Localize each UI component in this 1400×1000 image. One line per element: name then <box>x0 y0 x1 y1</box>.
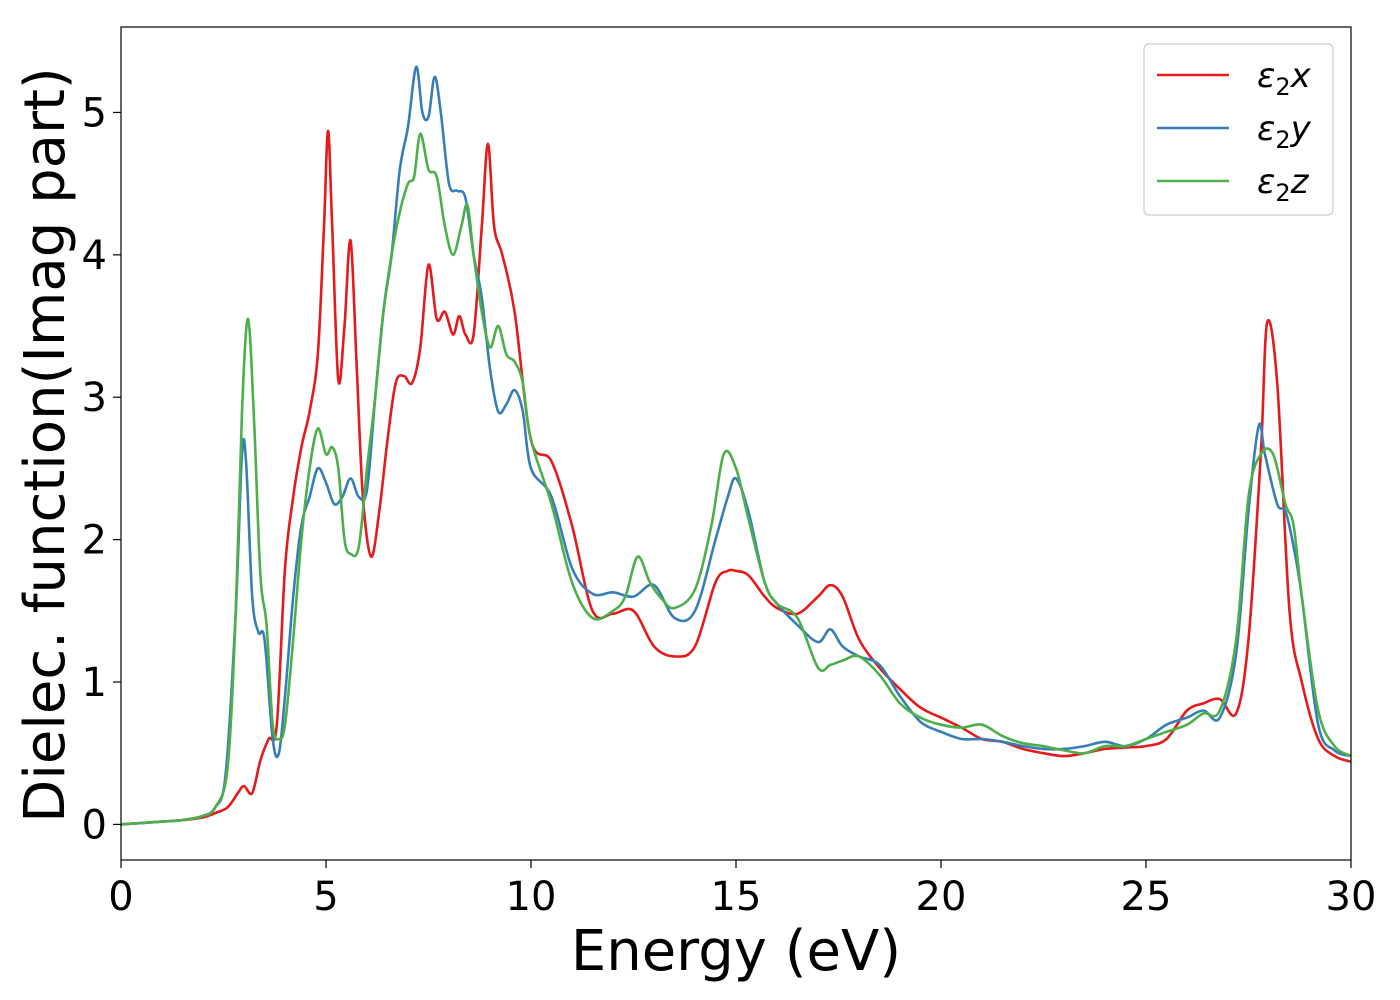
y-axis: 0 1 2 3 4 5 <box>82 90 121 848</box>
legend-box <box>1143 43 1334 216</box>
x-tick-label: 15 <box>711 874 762 920</box>
x-axis: 0 5 10 15 20 25 30 <box>108 860 1376 920</box>
x-tick-label: 30 <box>1326 874 1377 920</box>
y-axis-label: Dielec. function(Imag part) <box>13 67 78 823</box>
x-tick-label: 5 <box>313 874 338 920</box>
legend-label-z: ε2z <box>1257 162 1310 207</box>
y-tick-label: 2 <box>82 518 107 564</box>
y-tick-label: 5 <box>82 90 107 136</box>
x-tick-label: 10 <box>506 874 557 920</box>
series-line-x <box>120 129 1352 826</box>
series-line-z <box>120 132 1352 826</box>
x-tick-label: 25 <box>1121 874 1172 920</box>
legend-label-x: ε2x <box>1257 56 1312 101</box>
y-tick-label: 3 <box>82 375 107 421</box>
x-tick-label: 20 <box>916 874 967 920</box>
legend: ε2x ε2y ε2z <box>1143 43 1334 216</box>
y-tick-label: 4 <box>82 233 107 279</box>
legend-label-y: ε2y <box>1257 109 1312 154</box>
y-tick-label: 0 <box>82 802 107 848</box>
y-tick-label: 1 <box>82 660 107 706</box>
series-layer <box>120 65 1352 826</box>
x-axis-label: Energy (eV) <box>571 919 901 984</box>
x-tick-label: 0 <box>108 874 133 920</box>
